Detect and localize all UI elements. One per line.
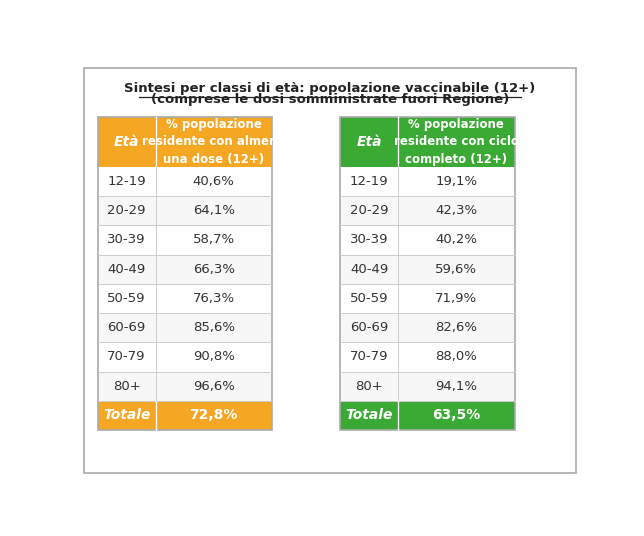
- Text: Età: Età: [114, 135, 139, 148]
- Text: 66,3%: 66,3%: [193, 263, 235, 276]
- Text: 90,8%: 90,8%: [193, 351, 234, 363]
- Text: 85,6%: 85,6%: [193, 321, 235, 334]
- FancyBboxPatch shape: [97, 255, 272, 284]
- Text: Totale: Totale: [103, 408, 150, 422]
- FancyBboxPatch shape: [340, 196, 515, 225]
- Text: 80+: 80+: [355, 379, 383, 393]
- FancyBboxPatch shape: [97, 284, 272, 313]
- FancyBboxPatch shape: [340, 225, 515, 255]
- Text: 60-69: 60-69: [350, 321, 388, 334]
- Text: Età: Età: [356, 135, 382, 148]
- FancyBboxPatch shape: [97, 225, 272, 255]
- Text: Totale: Totale: [345, 408, 393, 422]
- Text: 71,9%: 71,9%: [435, 292, 477, 305]
- Text: 40,6%: 40,6%: [193, 175, 234, 188]
- FancyBboxPatch shape: [340, 401, 515, 430]
- Text: 60-69: 60-69: [108, 321, 146, 334]
- FancyBboxPatch shape: [340, 343, 515, 371]
- Text: 72,8%: 72,8%: [189, 408, 238, 422]
- Text: 88,0%: 88,0%: [435, 351, 477, 363]
- Text: 20-29: 20-29: [350, 204, 388, 217]
- FancyBboxPatch shape: [340, 117, 515, 167]
- FancyBboxPatch shape: [97, 313, 272, 343]
- FancyBboxPatch shape: [340, 371, 515, 401]
- Text: 30-39: 30-39: [108, 233, 146, 247]
- Text: 50-59: 50-59: [350, 292, 388, 305]
- Text: 40-49: 40-49: [350, 263, 388, 276]
- Text: 19,1%: 19,1%: [435, 175, 477, 188]
- Text: 50-59: 50-59: [108, 292, 146, 305]
- Text: 20-29: 20-29: [108, 204, 146, 217]
- FancyBboxPatch shape: [340, 167, 515, 196]
- FancyBboxPatch shape: [97, 196, 272, 225]
- FancyBboxPatch shape: [84, 68, 576, 473]
- Text: 76,3%: 76,3%: [193, 292, 235, 305]
- Text: 12-19: 12-19: [108, 175, 146, 188]
- Text: 64,1%: 64,1%: [193, 204, 235, 217]
- FancyBboxPatch shape: [97, 167, 272, 196]
- FancyBboxPatch shape: [340, 313, 515, 343]
- Text: 58,7%: 58,7%: [193, 233, 235, 247]
- Text: 59,6%: 59,6%: [435, 263, 477, 276]
- Text: 82,6%: 82,6%: [435, 321, 477, 334]
- Text: Sintesi per classi di età: popolazione vaccinabile (12+): Sintesi per classi di età: popolazione v…: [124, 82, 536, 95]
- FancyBboxPatch shape: [97, 117, 272, 167]
- FancyBboxPatch shape: [97, 343, 272, 371]
- Text: 42,3%: 42,3%: [435, 204, 477, 217]
- FancyBboxPatch shape: [340, 255, 515, 284]
- Text: 40-49: 40-49: [108, 263, 146, 276]
- FancyBboxPatch shape: [97, 401, 272, 430]
- Text: 40,2%: 40,2%: [435, 233, 477, 247]
- Text: (comprese le dosi somministrate fuori Regione): (comprese le dosi somministrate fuori Re…: [151, 93, 509, 106]
- Text: 63,5%: 63,5%: [432, 408, 480, 422]
- Text: % popolazione
residente con almeno
una dose (12+): % popolazione residente con almeno una d…: [142, 118, 285, 166]
- Text: 30-39: 30-39: [350, 233, 388, 247]
- Text: 80+: 80+: [113, 379, 140, 393]
- FancyBboxPatch shape: [340, 284, 515, 313]
- Text: 96,6%: 96,6%: [193, 379, 234, 393]
- Text: % popolazione
residente con ciclo
completo (12+): % popolazione residente con ciclo comple…: [394, 118, 519, 166]
- Text: 70-79: 70-79: [350, 351, 388, 363]
- Text: 70-79: 70-79: [108, 351, 146, 363]
- Text: 94,1%: 94,1%: [435, 379, 477, 393]
- Text: 12-19: 12-19: [350, 175, 388, 188]
- FancyBboxPatch shape: [97, 371, 272, 401]
